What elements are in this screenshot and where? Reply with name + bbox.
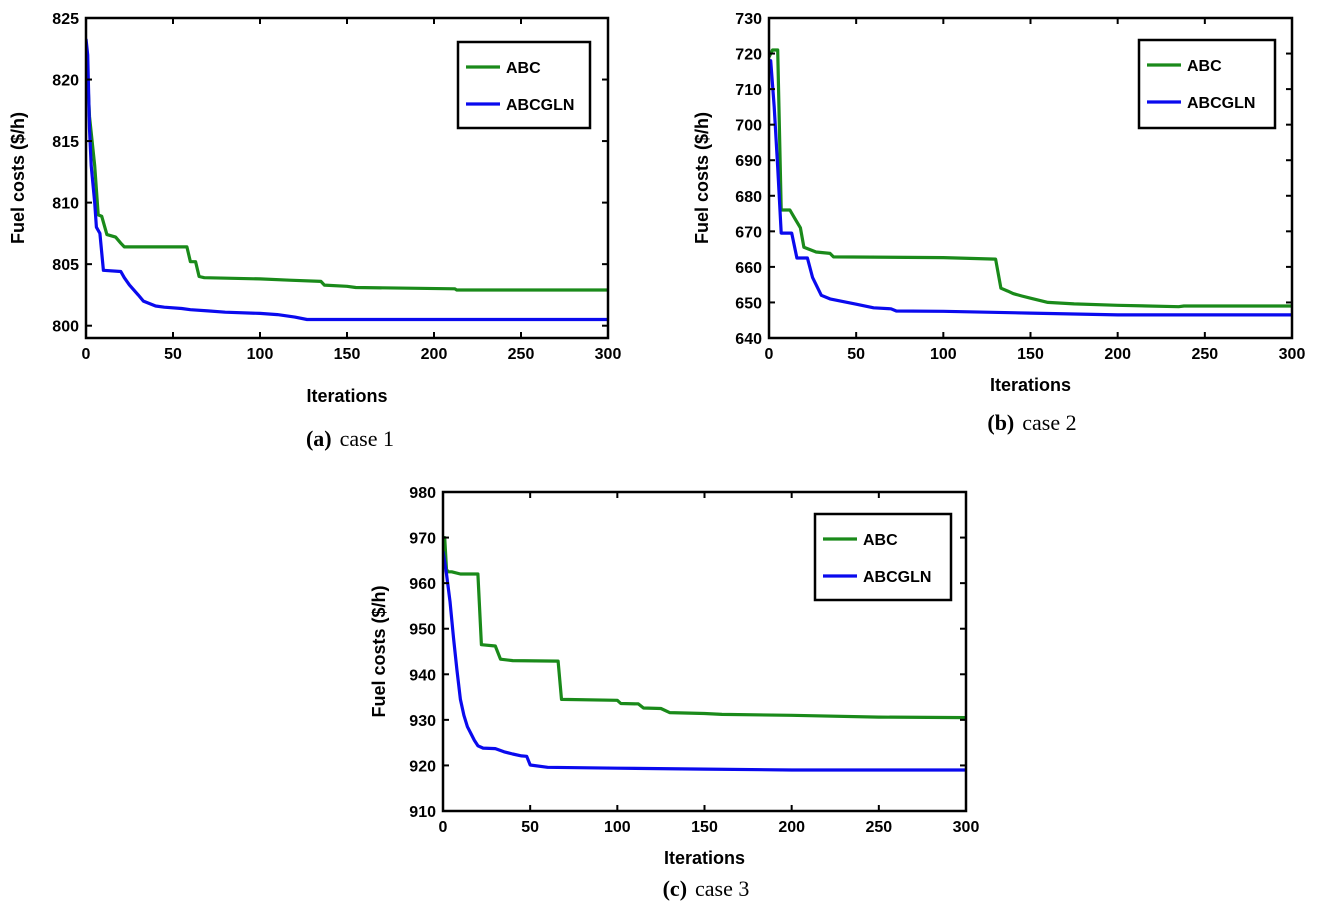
x-tick-label: 250 [865, 819, 892, 836]
x-tick-label: 50 [521, 819, 539, 836]
x-tick-label: 250 [1191, 346, 1218, 363]
y-tick-label: 720 [735, 47, 762, 64]
legend-box [813, 512, 953, 602]
y-tick-label: 815 [52, 134, 79, 151]
y-axis-label: Fuel costs ($/h) [369, 585, 389, 717]
legend: ABC ABCGLN [813, 512, 953, 602]
y-tick-label: 940 [409, 667, 436, 684]
y-tick-label: 640 [735, 331, 762, 348]
series-line-abcgln [443, 550, 966, 772]
y-tick-label: 950 [409, 622, 436, 639]
x-tick-label: 150 [1017, 346, 1044, 363]
legend: ABC ABCGLN [456, 40, 592, 130]
caption-label: case 3 [695, 876, 749, 901]
series-group [443, 536, 966, 772]
x-tick-label: 200 [421, 346, 448, 363]
x-tick-label: 150 [691, 819, 718, 836]
x-tick-label: 300 [1279, 346, 1306, 363]
legend-box [1137, 38, 1277, 130]
x-tick-label: 300 [595, 346, 622, 363]
caption-tag: (b) [987, 410, 1014, 435]
x-tick-label: 0 [82, 346, 91, 363]
y-tick-label: 650 [735, 295, 762, 312]
y-tick-label: 710 [735, 82, 762, 99]
y-axis-label: Fuel costs ($/h) [692, 112, 712, 244]
y-tick-label: 810 [52, 196, 79, 213]
x-axis-label: Iterations [664, 848, 745, 868]
caption-tag: (a) [306, 426, 332, 451]
y-tick-label: 660 [735, 260, 762, 277]
x-tick-label: 300 [953, 819, 980, 836]
series-line-abcgln [86, 38, 608, 322]
x-axis-label: Iterations [990, 375, 1071, 395]
legend-label-abc: ABC [506, 60, 541, 77]
y-tick-label: 805 [52, 257, 79, 274]
y-tick-label: 960 [409, 576, 436, 593]
x-tick-label: 0 [765, 346, 774, 363]
legend-label-abcgln: ABCGLN [506, 97, 574, 114]
series-line-abcgln [769, 59, 1292, 317]
series-group [86, 38, 608, 322]
series-line-abc [86, 42, 608, 292]
y-tick-label: 680 [735, 189, 762, 206]
x-tick-label: 100 [930, 346, 957, 363]
y-tick-label: 820 [52, 73, 79, 90]
y-tick-label: 700 [735, 118, 762, 135]
x-tick-label: 250 [508, 346, 535, 363]
caption-label: case 2 [1022, 410, 1076, 435]
series-line-abc [769, 48, 1292, 309]
legend-label-abc: ABC [1187, 58, 1222, 75]
legend-label-abcgln: ABCGLN [863, 569, 931, 586]
chart-case-3: 0 50 100 150 200 250 300 910 920 930 940 950 960 970 9… [369, 485, 979, 901]
caption: (a) case 1 [306, 426, 394, 451]
y-tick-label: 730 [735, 11, 762, 28]
x-tick-label: 150 [334, 346, 361, 363]
x-axis-label: Iterations [306, 386, 387, 406]
x-tick-label: 0 [439, 819, 448, 836]
y-tick-label: 670 [735, 224, 762, 241]
y-axis-label: Fuel costs ($/h) [8, 112, 28, 244]
x-tick-label: 100 [604, 819, 631, 836]
y-tick-label: 910 [409, 804, 436, 821]
chart-case-1: 0 50 100 150 200 250 300 800 805 810 815 820 825 Iter… [8, 11, 621, 451]
series-line-abc [443, 536, 966, 720]
y-tick-label: 690 [735, 153, 762, 170]
chart-case-2: 0 50 100 150 200 250 300 640 650 660 670 680 690 700 7… [692, 11, 1305, 435]
y-tick-label: 980 [409, 485, 436, 502]
caption: (b) case 2 [987, 410, 1076, 435]
y-tick-label: 800 [52, 319, 79, 336]
y-tick-label: 825 [52, 11, 79, 28]
legend-label-abcgln: ABCGLN [1187, 95, 1255, 112]
legend: ABC ABCGLN [1137, 38, 1277, 130]
x-tick-label: 100 [247, 346, 274, 363]
legend-box [456, 40, 592, 130]
x-tick-label: 50 [164, 346, 182, 363]
caption: (c) case 3 [663, 876, 750, 901]
caption-tag: (c) [663, 876, 687, 901]
y-tick-label: 920 [409, 758, 436, 775]
y-tick-label: 930 [409, 713, 436, 730]
x-tick-label: 200 [778, 819, 805, 836]
series-group [769, 48, 1292, 317]
x-tick-label: 200 [1104, 346, 1131, 363]
x-tick-label: 50 [847, 346, 865, 363]
legend-label-abc: ABC [863, 532, 898, 549]
y-tick-label: 970 [409, 531, 436, 548]
caption-label: case 1 [340, 426, 394, 451]
